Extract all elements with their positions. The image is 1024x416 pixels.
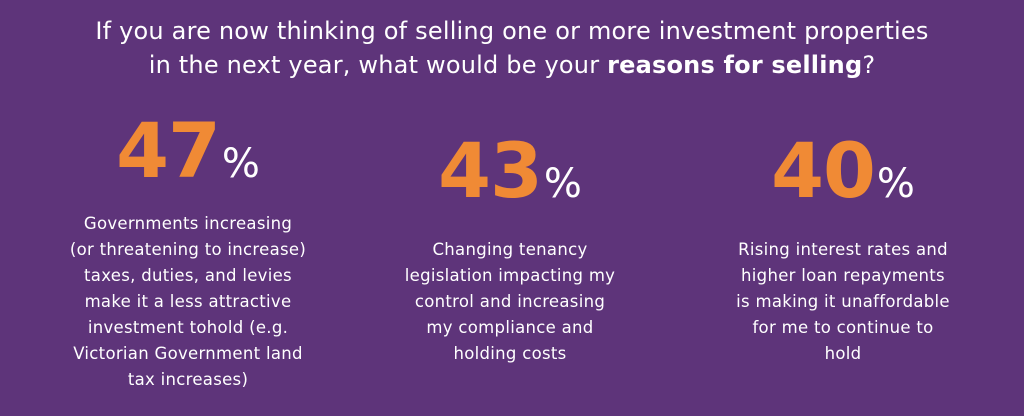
stat-block-taxes: 47% Governments increasing (or threateni… — [62, 106, 314, 393]
title-question-mark: ? — [862, 51, 876, 79]
description-line: higher loan repayments — [741, 266, 945, 285]
stat-value: 43 — [438, 126, 543, 215]
stat-figure: 43% — [438, 126, 582, 215]
description-line: holding costs — [453, 344, 567, 363]
description-line: investment tohold (e.g. — [87, 318, 289, 337]
description-line: Changing tenancy — [432, 240, 588, 259]
description-line: my compliance and — [426, 318, 594, 337]
description-line: make it a less attractive — [84, 292, 292, 311]
stat-unit: % — [221, 141, 260, 187]
stat-value: 47 — [116, 106, 221, 195]
title-line-2: in the next year, what would be your rea… — [0, 48, 1024, 82]
stat-description: Changing tenancy legislation impacting m… — [388, 237, 632, 367]
title-line-1: If you are now thinking of selling one o… — [95, 17, 929, 45]
stat-description: Governments increasing (or threatening t… — [62, 211, 314, 393]
stat-block-interest-rates: 40% Rising interest rates and higher loa… — [722, 126, 964, 367]
stat-figure: 40% — [771, 126, 915, 215]
description-line: for me to continue to — [752, 318, 934, 337]
description-line: hold — [824, 344, 862, 363]
title-line-2-prefix: in the next year, what would be your — [148, 51, 608, 79]
description-line: Rising interest rates and — [738, 240, 948, 259]
description-line: Governments increasing — [83, 214, 293, 233]
description-line: control and increasing — [414, 292, 606, 311]
stat-unit: % — [876, 161, 915, 207]
stat-description: Rising interest rates and higher loan re… — [722, 237, 964, 367]
title-emphasis: reasons for selling — [607, 51, 863, 79]
stat-block-tenancy: 43% Changing tenancy legislation impacti… — [388, 126, 632, 367]
description-line: tax increases) — [127, 370, 249, 389]
description-line: taxes, duties, and levies — [84, 266, 292, 285]
description-line: (or threatening to increase) — [69, 240, 307, 259]
stat-unit: % — [543, 161, 582, 207]
stat-figure: 47% — [116, 106, 260, 195]
description-line: legislation impacting my — [404, 266, 616, 285]
description-line: is making it unaffordable — [736, 292, 950, 311]
survey-question-title: If you are now thinking of selling one o… — [0, 14, 1024, 82]
stat-value: 40 — [771, 126, 876, 215]
description-line: Victorian Government land — [73, 344, 303, 363]
